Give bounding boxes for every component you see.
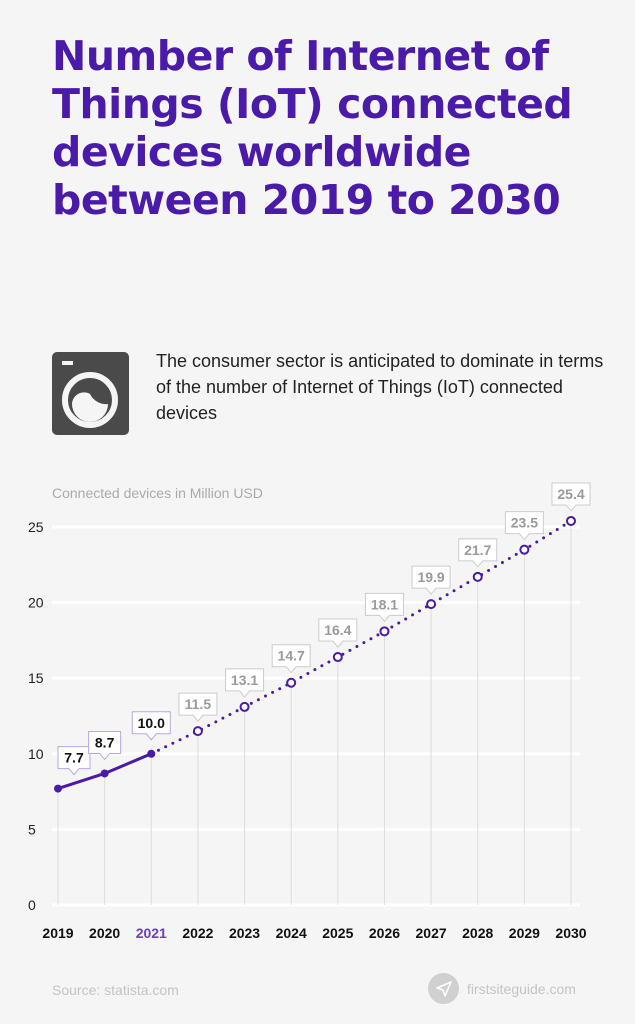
data-label: 13.1 (231, 672, 258, 688)
x-tick-label: 2030 (555, 925, 586, 941)
x-tick-label: 2021 (136, 925, 167, 941)
source-text: Source: statista.com (52, 982, 179, 998)
x-tick-label: 2029 (509, 925, 540, 941)
washing-machine-icon (52, 352, 129, 435)
line-chart: Connected devices in Million USD 0 5 10 15 20… (28, 482, 591, 941)
data-point (147, 749, 156, 758)
data-label: 18.1 (371, 596, 398, 612)
data-point (54, 784, 62, 793)
data-label-box (225, 668, 265, 698)
data-label: 11.5 (185, 696, 212, 712)
paper-plane-icon (428, 973, 459, 1004)
x-tick-label: 2025 (322, 925, 353, 941)
forecast-line (149, 519, 573, 756)
data-label-box (364, 592, 404, 623)
y-tick-label: 25 (28, 519, 44, 535)
x-tick-label: 2023 (229, 925, 260, 941)
data-label-box (551, 482, 591, 512)
subtitle: The consumer sector is anticipated to do… (156, 351, 604, 423)
data-label: 16.4 (324, 622, 351, 638)
data-point (519, 544, 530, 555)
data-point (239, 701, 250, 712)
y-tick-label: 5 (28, 821, 36, 837)
data-label: 8.7 (95, 734, 115, 750)
data-label-box (411, 565, 451, 595)
data-point (472, 571, 483, 582)
data-point (100, 769, 109, 778)
y-axis-label: Connected devices in Million USD (52, 485, 263, 501)
data-label: 19.9 (417, 569, 444, 585)
brand[interactable]: firstsiteguide.com (428, 973, 576, 1004)
data-point (192, 726, 203, 737)
data-label-box (458, 538, 498, 568)
data-label: 14.7 (278, 648, 305, 664)
x-tick-label: 2019 (42, 925, 73, 941)
data-label: 10.0 (138, 715, 165, 731)
data-label-box (504, 511, 544, 541)
y-tick-label: 10 (28, 746, 44, 762)
data-label-box (88, 730, 122, 761)
data-point (379, 626, 390, 637)
x-tick-label: 2026 (369, 925, 400, 941)
x-tick-label: 2028 (462, 925, 493, 941)
x-tick-label: 2020 (89, 925, 120, 941)
x-tick-label: 2024 (276, 925, 307, 941)
data-point (426, 599, 437, 610)
data-label: 23.5 (511, 515, 538, 531)
page-title: Number of Internet of Things (IoT) conne… (52, 32, 573, 224)
y-tick-label: 0 (28, 897, 36, 913)
data-label-box (271, 644, 311, 674)
data-point (286, 677, 297, 688)
data-point (566, 515, 576, 526)
data-point (332, 652, 343, 663)
x-tick-label: 2027 (416, 925, 447, 941)
data-label: 21.7 (464, 542, 491, 558)
brand-name: firstsiteguide.com (467, 980, 576, 997)
y-tick-label: 20 (28, 595, 44, 611)
data-label-box (318, 618, 358, 648)
data-label: 7.7 (64, 750, 84, 766)
x-tick-label: 2022 (182, 925, 213, 941)
y-tick-label: 15 (28, 670, 44, 686)
data-label-box (178, 692, 218, 722)
data-label: 25.4 (557, 486, 584, 502)
data-label-box (131, 711, 171, 741)
